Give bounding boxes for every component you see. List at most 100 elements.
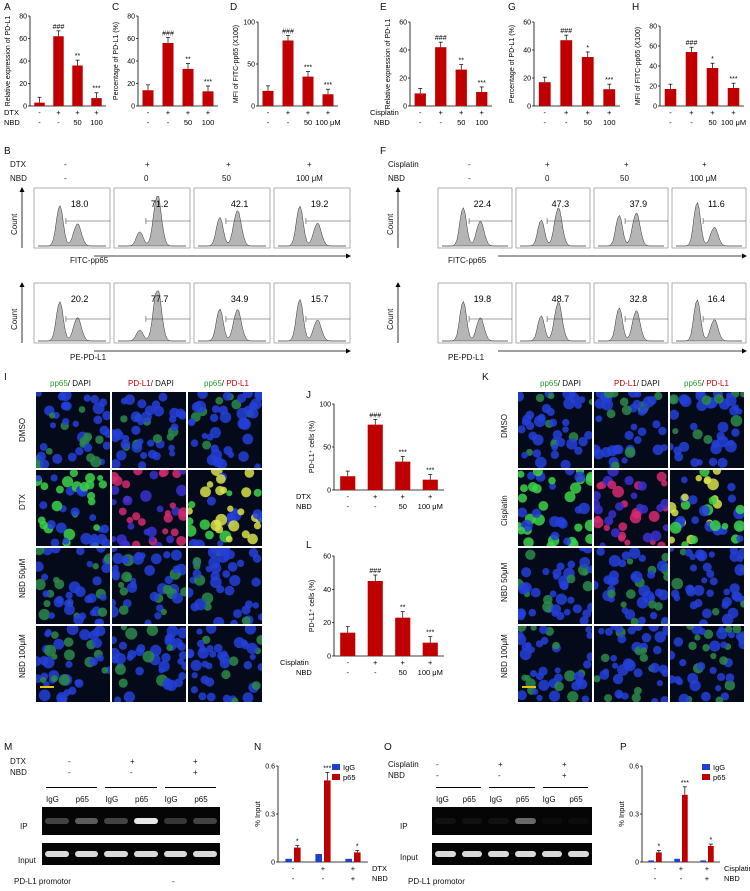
cell: [112, 459, 121, 468]
cell: [196, 639, 205, 648]
k-image-r3-c2: [594, 548, 668, 624]
cell: [55, 595, 64, 605]
cell: [62, 401, 72, 411]
cell: [51, 500, 63, 512]
y-tick-label: 50: [323, 445, 331, 452]
cell: [570, 482, 582, 494]
cell: [574, 506, 583, 514]
m-trailing-dash: -: [172, 877, 175, 886]
k-row-nbd50: NBD 50μM: [500, 562, 509, 602]
cell: [221, 669, 231, 680]
cell: [154, 612, 162, 620]
f-nbd-label: NBD: [388, 174, 405, 183]
x-tick-label: +: [564, 108, 569, 117]
x-tick-label: -: [544, 118, 547, 127]
o-group-line-1: [436, 787, 482, 788]
legend-label-igg: IgG: [343, 763, 355, 772]
m-input-gel: [42, 843, 220, 865]
o-nbd-1: -: [436, 771, 439, 780]
i-image-r2-c1: [36, 470, 110, 546]
igg-bar: [700, 860, 706, 862]
x-tick-label: -: [654, 864, 657, 873]
cell: [552, 641, 560, 650]
sig-label: ***: [605, 77, 613, 84]
cell: [618, 534, 626, 542]
i-image-r1-c2: [112, 392, 186, 468]
cell: [670, 409, 680, 420]
m-input-band-2: [74, 851, 99, 857]
sig-label: ***: [399, 449, 407, 456]
cell: [649, 662, 660, 674]
cell: [114, 663, 126, 675]
cell: [727, 482, 736, 492]
cell: [575, 677, 584, 687]
k-scale-bar: [522, 686, 536, 688]
cell: [135, 647, 145, 657]
bar: [455, 69, 467, 106]
cell: [578, 436, 588, 447]
cell: [149, 470, 159, 480]
cell: [689, 535, 699, 544]
cell: [83, 394, 91, 402]
cell: [158, 392, 168, 402]
x-tick-label: 100: [90, 118, 103, 127]
bar: [53, 36, 64, 106]
cell: [712, 470, 722, 475]
cell: [532, 688, 539, 695]
k-image-r1-c2: [594, 392, 668, 468]
cell: [112, 476, 116, 484]
x-tick-label: +: [607, 108, 612, 117]
cell: [118, 641, 128, 650]
cell-pattern: [36, 470, 110, 546]
k-image-r3-c3: [670, 548, 744, 624]
x-tick-label: +: [373, 492, 378, 501]
i-row-nbd50: NBD 50μM: [18, 558, 27, 598]
m-ip-band-3: [104, 818, 128, 824]
cell: [530, 626, 537, 631]
cell: [678, 394, 690, 405]
cell: [200, 486, 211, 498]
bar: [422, 642, 438, 656]
i-image-r4-c1: [36, 626, 110, 702]
cell-pattern: [518, 548, 592, 624]
cell: [723, 588, 731, 596]
cell: [663, 572, 668, 582]
k-row-dmso: DMSO: [500, 414, 509, 438]
sig-label: ###: [369, 412, 381, 419]
cell: [552, 429, 563, 440]
cell: [685, 586, 696, 597]
o-input-band-5: [541, 851, 563, 857]
x-tick-label: -: [347, 658, 350, 667]
cell: [211, 405, 220, 414]
x-row-label: NBD: [296, 668, 312, 677]
cell: [542, 601, 554, 613]
cell: [719, 656, 728, 665]
x-tick-label: -: [347, 502, 350, 511]
cell: [147, 439, 155, 447]
cell: [218, 652, 230, 664]
y-tick-label: 0.3: [629, 812, 639, 819]
cell: [527, 481, 538, 492]
cell: [554, 667, 561, 674]
cell: [101, 666, 109, 674]
y-tick-label: 80: [19, 14, 27, 21]
cell: [582, 580, 592, 592]
i-row-dtx: DTX: [18, 494, 27, 510]
cell: [632, 399, 642, 409]
x-tick-label: +: [439, 108, 444, 117]
cell: [538, 666, 548, 676]
cell: [39, 443, 48, 451]
cell: [535, 393, 545, 403]
panel-label-f: F: [380, 146, 387, 157]
cell: [688, 495, 698, 505]
cell: [205, 626, 217, 634]
cell: [194, 400, 207, 413]
bar-chart-e: 0 20 40 60 Relative expression of PD-L1 ### **…: [370, 19, 492, 127]
p65-bar: [324, 780, 331, 862]
y-axis-label: PD-L1⁺ cells (%): [309, 580, 316, 632]
cell: [535, 456, 547, 468]
cell: [550, 531, 560, 541]
f-nbd-1: -: [468, 174, 471, 183]
i-image-r1-c3: [188, 392, 262, 468]
x-row-label: NBD: [724, 874, 740, 883]
